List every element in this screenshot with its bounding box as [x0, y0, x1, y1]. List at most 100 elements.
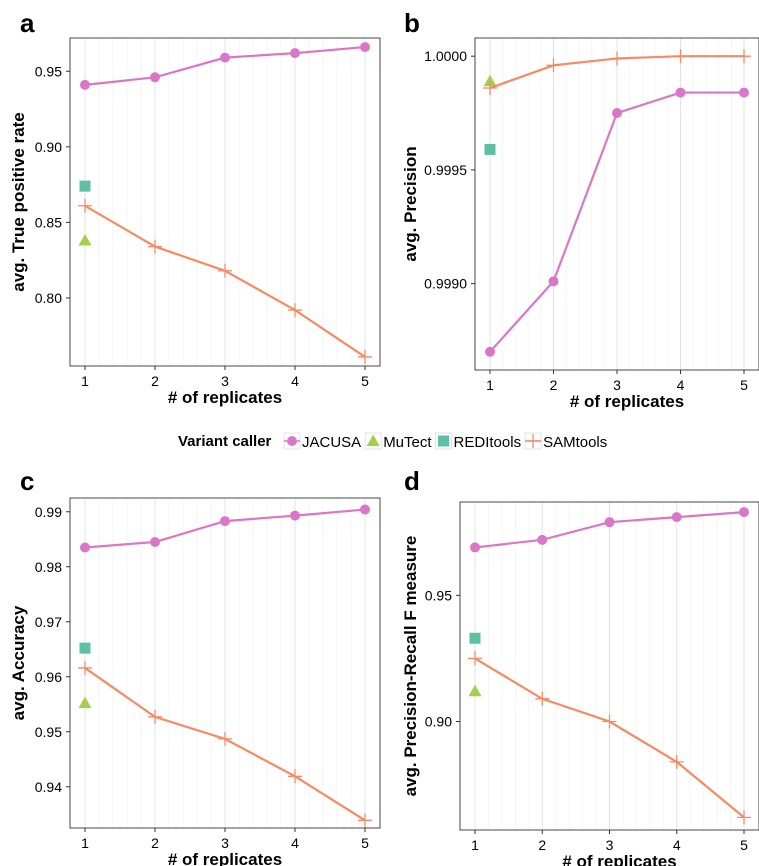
- panel-a: 0.80 0.85 0.90 0.95 1 2 3 4 5 # of replicates avg.…: [9, 37, 381, 407]
- point-jacusa: [485, 346, 495, 357]
- y-axis-title: avg. Accuracy: [9, 605, 28, 720]
- x-tick-label: 1: [471, 837, 479, 853]
- point-samtools: [468, 651, 482, 666]
- point-jacusa: [80, 542, 90, 553]
- x-tick-label: 1: [81, 373, 89, 389]
- x-tick-label: 1: [486, 377, 494, 393]
- point-mutect: [78, 696, 92, 709]
- point-jacusa: [220, 516, 230, 527]
- x-tick-label: 5: [361, 835, 369, 851]
- x-tick-label: 2: [151, 835, 159, 851]
- point-samtools: [546, 58, 561, 73]
- point-jacusa: [537, 534, 548, 545]
- point-mutect: [468, 684, 482, 697]
- gridlines: [489, 38, 745, 370]
- y-tick-label: 0.80: [35, 290, 62, 306]
- point-samtools: [669, 754, 684, 769]
- y-tick-label: 0.85: [35, 214, 62, 230]
- panel-letter-a: a: [20, 8, 35, 38]
- point-jacusa: [739, 87, 749, 98]
- x-tick-label: 1: [81, 835, 89, 851]
- panel-letter-c: c: [20, 466, 34, 496]
- point-jacusa: [290, 48, 300, 59]
- y-axis-title: avg. True positive rate: [9, 112, 28, 292]
- point-jacusa: [604, 517, 615, 528]
- point-jacusa: [360, 42, 370, 53]
- point-jacusa: [150, 72, 160, 83]
- gridlines: [84, 498, 366, 828]
- point-reditools: [79, 642, 91, 654]
- point-samtools: [218, 731, 232, 746]
- panel-c: 0.94 0.95 0.96 0.97 0.98 0.99 1 2 3 4 5 # of replic…: [9, 497, 381, 866]
- y-tick-label: 0.9995: [424, 162, 467, 178]
- point-reditools: [484, 143, 496, 155]
- point-jacusa: [671, 512, 682, 523]
- panel-b: 0.9990 0.9995 1.0000 1 2 3 4 5 # of replicates av…: [401, 37, 759, 411]
- x-axis-title: # of replicates: [168, 388, 282, 407]
- y-tick-label: 0.90: [425, 714, 452, 730]
- x-axis-title: # of replicates: [168, 850, 282, 866]
- point-jacusa: [675, 87, 686, 98]
- x-axis-title: # of replicates: [562, 852, 676, 866]
- point-jacusa: [220, 52, 230, 63]
- legend: Variant caller JACUSA MuTect REDItools SAMt…: [178, 432, 607, 451]
- point-samtools: [535, 691, 550, 706]
- legend-marker-samtools: [526, 434, 541, 448]
- point-jacusa: [360, 504, 370, 515]
- x-tick-label: 2: [151, 373, 159, 389]
- point-jacusa: [80, 79, 90, 90]
- point-jacusa: [150, 537, 160, 547]
- data-marks: [468, 507, 751, 825]
- legend-title: Variant caller: [178, 433, 272, 450]
- point-samtools: [483, 81, 497, 96]
- y-tick-label: 0.98: [35, 559, 62, 575]
- x-tick-label: 3: [221, 373, 229, 389]
- point-samtools: [288, 769, 302, 784]
- panel-d: 0.90 0.95 1 2 3 4 5 # of replicates avg. Precisi…: [401, 501, 759, 866]
- point-mutect: [483, 74, 497, 87]
- y-tick-label: 0.95: [35, 63, 62, 79]
- x-tick-label: 3: [606, 837, 614, 853]
- point-samtools: [358, 349, 372, 364]
- point-samtools: [288, 303, 302, 318]
- x-tick-label: 3: [613, 377, 621, 393]
- y-tick-label: 0.97: [35, 614, 62, 630]
- data-marks: [78, 504, 372, 828]
- point-samtools: [148, 709, 162, 724]
- point-samtools: [78, 660, 92, 675]
- x-tick-label: 4: [291, 835, 299, 851]
- point-jacusa: [612, 108, 622, 119]
- point-samtools: [218, 263, 232, 278]
- point-samtools: [673, 49, 688, 64]
- y-tick-label: 0.94: [35, 779, 62, 795]
- point-samtools: [78, 198, 92, 213]
- x-tick-label: 4: [677, 377, 685, 393]
- x-tick-label: 4: [291, 373, 299, 389]
- point-mutect: [78, 234, 92, 246]
- y-tick-label: 0.96: [35, 669, 62, 685]
- gridlines: [84, 38, 366, 366]
- x-tick-label: 5: [740, 377, 748, 393]
- y-tick-label: 0.90: [35, 139, 62, 155]
- x-tick-label: 5: [361, 373, 369, 389]
- x-tick-label: 5: [740, 837, 748, 853]
- panel-letter-d: d: [404, 466, 420, 496]
- point-samtools: [610, 51, 624, 66]
- point-jacusa: [739, 507, 749, 518]
- x-tick-label: 2: [538, 837, 546, 853]
- y-tick-label: 0.95: [35, 724, 62, 740]
- point-jacusa: [470, 542, 480, 553]
- y-tick-label: 1.0000: [424, 48, 467, 64]
- point-reditools: [469, 632, 481, 644]
- gridlines: [474, 502, 745, 830]
- x-axis-title: # of replicates: [570, 392, 684, 411]
- legend-label-jacusa: JACUSA: [302, 434, 361, 451]
- y-axis-title: avg. Precision-Recall F measure: [401, 536, 420, 797]
- legend-label-samtools: SAMtools: [543, 434, 607, 451]
- point-samtools: [148, 239, 162, 254]
- legend-marker-reditools: [438, 435, 450, 447]
- data-marks: [78, 42, 372, 364]
- legend-marker-jacusa: [287, 436, 297, 446]
- y-tick-label: 0.99: [35, 504, 62, 520]
